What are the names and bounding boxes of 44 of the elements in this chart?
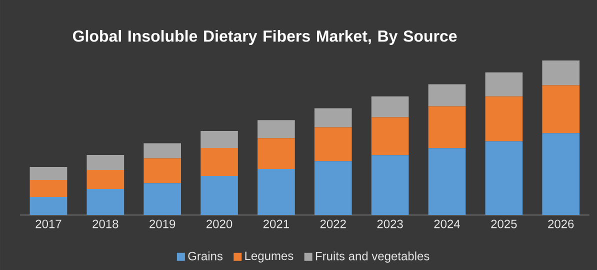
x-tick-label: 2026 [548,220,574,228]
bar [144,143,182,158]
x-tick-label: 2024 [434,220,460,228]
bar [542,60,580,86]
bar [86,170,124,190]
bar [258,138,295,170]
chart-title: Global Insoluble Dietary Fibers Market, By Source [72,30,457,45]
bar [30,167,68,180]
bar [144,158,182,184]
bar [428,148,466,215]
bar [144,183,182,215]
bar [30,197,68,215]
x-tick-label: 2022 [320,220,346,228]
bar [428,106,466,148]
bar [485,72,523,96]
bar [200,148,238,176]
x-tick-label: 2021 [263,220,289,228]
bar [30,180,68,198]
x-tick-label: 2020 [206,220,232,228]
legend-label: Fruits and vegetables [316,252,430,263]
x-tick-label: 2018 [92,220,118,228]
legend-label: Grains [188,252,223,260]
legend-label: Legumes [245,252,294,262]
bar [314,127,352,162]
bar [86,154,124,170]
bar [258,169,295,215]
bar [371,96,409,118]
bar [314,161,352,215]
x-tick-label: 2023 [377,220,403,228]
bar [542,85,580,134]
bar [314,108,352,128]
bar [485,96,523,142]
x-tick-label: 2017 [36,220,62,228]
bar [371,155,409,215]
bar [428,84,466,106]
x-tick-label: 2019 [150,220,176,228]
bar [200,176,238,215]
bar [542,133,580,215]
bar [86,189,124,215]
bar [485,141,523,215]
x-tick-label: 2025 [491,220,517,228]
bar [258,120,295,138]
bar [200,131,238,148]
bar [371,117,409,156]
